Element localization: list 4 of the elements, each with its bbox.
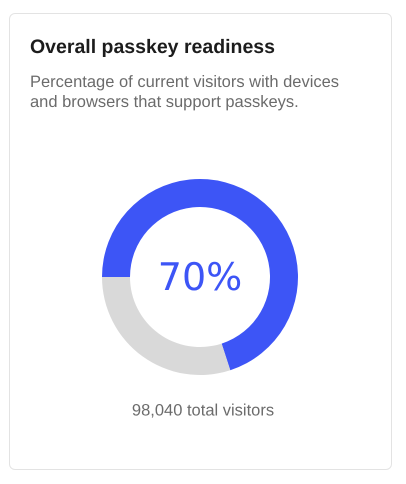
data-label: 70% <box>158 255 242 299</box>
chart-subtitle: Percentage of current visitors with devices and browsers that support passkeys. <box>30 72 340 112</box>
chart-title: Overall passkey readiness <box>30 36 275 59</box>
text: 98,040 total visitors <box>132 402 274 420</box>
